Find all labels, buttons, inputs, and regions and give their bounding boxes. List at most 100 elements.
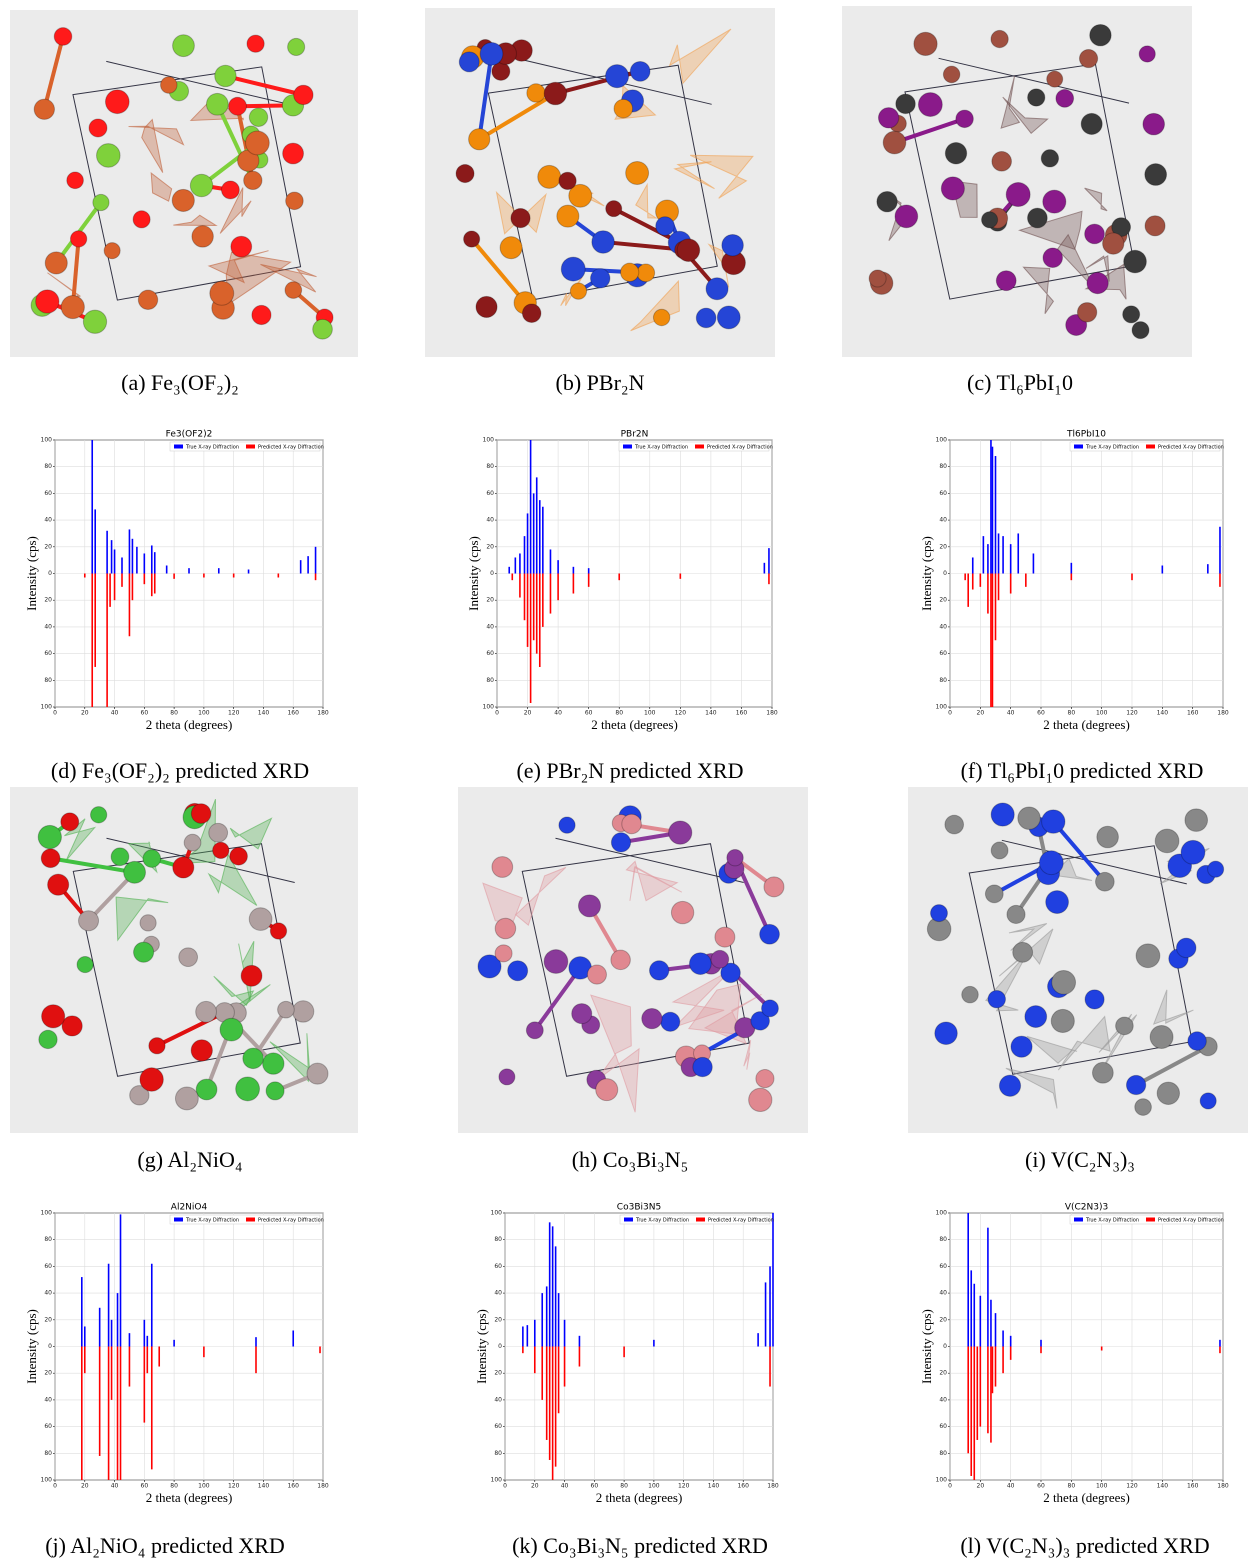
- legend-label: True X-ray Diffraction: [1085, 1217, 1139, 1223]
- y-tick-label: 100: [936, 1477, 948, 1484]
- atom: [511, 208, 530, 227]
- x-tick-label: 40: [1007, 710, 1015, 717]
- atom: [307, 1063, 328, 1084]
- atom: [557, 205, 579, 227]
- atom: [191, 804, 211, 824]
- x-tick-label: 20: [977, 1483, 985, 1490]
- y-tick-label: 100: [491, 1210, 503, 1217]
- atom: [985, 885, 1003, 903]
- chart-title: Co3Bi3N5: [617, 1203, 661, 1213]
- y-axis-label: Intensity (cps): [24, 536, 39, 611]
- x-tick-label: 80: [1068, 710, 1076, 717]
- atom: [991, 842, 1008, 859]
- legend-label: Predicted X-ray Diffraction: [707, 444, 773, 450]
- atom: [606, 201, 622, 217]
- caption: (j) Al₂NiO₄ predicted XRD: [45, 1533, 285, 1558]
- y-tick-label: 60: [494, 1263, 502, 1270]
- caption: (c) Tl₆PbI₁0: [967, 370, 1073, 395]
- caption: (a) Fe₃(OF₂)₂: [121, 370, 239, 395]
- structure-panel: [10, 787, 358, 1133]
- atom: [292, 1001, 313, 1022]
- atom: [500, 237, 522, 259]
- x-tick-label: 100: [1096, 710, 1108, 717]
- x-tick-label: 180: [317, 1483, 329, 1490]
- atom: [1043, 190, 1066, 213]
- atom: [1025, 1006, 1047, 1028]
- atom: [1081, 113, 1102, 134]
- caption: (b) PBr₂N: [556, 370, 645, 395]
- atom: [38, 825, 61, 848]
- legend-swatch: [624, 1218, 633, 1222]
- atom: [1132, 322, 1149, 339]
- legend-swatch: [246, 1218, 255, 1222]
- atom: [764, 877, 784, 897]
- y-tick-label: 20: [939, 543, 947, 550]
- atom: [878, 108, 898, 128]
- structure-panel: [425, 8, 775, 357]
- caption: (h) Co₃Bi₃N₅: [572, 1147, 689, 1172]
- atom: [190, 174, 212, 196]
- legend-swatch: [696, 1218, 705, 1222]
- atom: [1208, 861, 1224, 877]
- atom: [179, 948, 198, 967]
- atom: [1011, 1036, 1032, 1057]
- atom: [278, 1001, 295, 1018]
- y-tick-label: 20: [486, 597, 494, 604]
- x-tick-label: 180: [1217, 710, 1229, 717]
- y-tick-label: 60: [44, 1423, 52, 1430]
- atom: [991, 803, 1014, 826]
- atom: [249, 908, 272, 931]
- atom: [561, 257, 585, 281]
- atom: [184, 834, 201, 851]
- atom: [1096, 872, 1115, 891]
- atom: [252, 305, 271, 324]
- atom: [706, 278, 728, 300]
- atom: [1126, 1075, 1145, 1094]
- x-tick-label: 160: [1187, 1483, 1199, 1490]
- atom: [149, 1038, 165, 1054]
- x-tick-label: 80: [620, 1483, 628, 1490]
- y-tick-label: 80: [494, 1236, 502, 1243]
- atom: [962, 986, 979, 1003]
- structure-background: [908, 787, 1248, 1133]
- atom: [1013, 942, 1033, 962]
- atom: [231, 236, 252, 257]
- x-tick-label: 60: [1037, 710, 1045, 717]
- atom: [45, 252, 67, 274]
- atom: [630, 62, 650, 82]
- x-tick-label: 80: [170, 1483, 178, 1490]
- legend-swatch: [623, 445, 632, 449]
- atom: [143, 850, 161, 868]
- atom: [606, 65, 629, 88]
- atom: [48, 874, 69, 895]
- atom: [236, 1077, 260, 1101]
- legend-label: Predicted X-ray Diffraction: [1158, 444, 1224, 450]
- legend-swatch: [246, 445, 255, 449]
- atom: [140, 915, 156, 931]
- atom: [1116, 1017, 1134, 1035]
- x-tick-label: 20: [524, 710, 532, 717]
- atom: [36, 290, 59, 313]
- atom: [83, 310, 106, 333]
- x-tick-label: 80: [615, 710, 623, 717]
- x-tick-label: 0: [948, 710, 952, 717]
- y-tick-label: 60: [486, 650, 494, 657]
- y-tick-label: 0: [48, 570, 52, 577]
- atom: [138, 290, 157, 309]
- x-tick-label: 140: [1157, 710, 1169, 717]
- y-tick-label: 20: [486, 543, 494, 550]
- y-tick-label: 20: [44, 1316, 52, 1323]
- atom: [935, 1022, 957, 1044]
- atom: [760, 924, 780, 944]
- atom: [294, 85, 313, 104]
- atom: [67, 172, 84, 189]
- atom: [229, 97, 247, 115]
- y-tick-label: 40: [939, 623, 947, 630]
- x-tick-label: 160: [737, 1483, 749, 1490]
- y-tick-label: 100: [41, 437, 53, 444]
- legend-label: True X-ray Diffraction: [185, 1217, 239, 1223]
- atom: [124, 861, 146, 883]
- atom: [991, 30, 1008, 47]
- structure-panel: [842, 6, 1192, 357]
- atom: [591, 269, 610, 288]
